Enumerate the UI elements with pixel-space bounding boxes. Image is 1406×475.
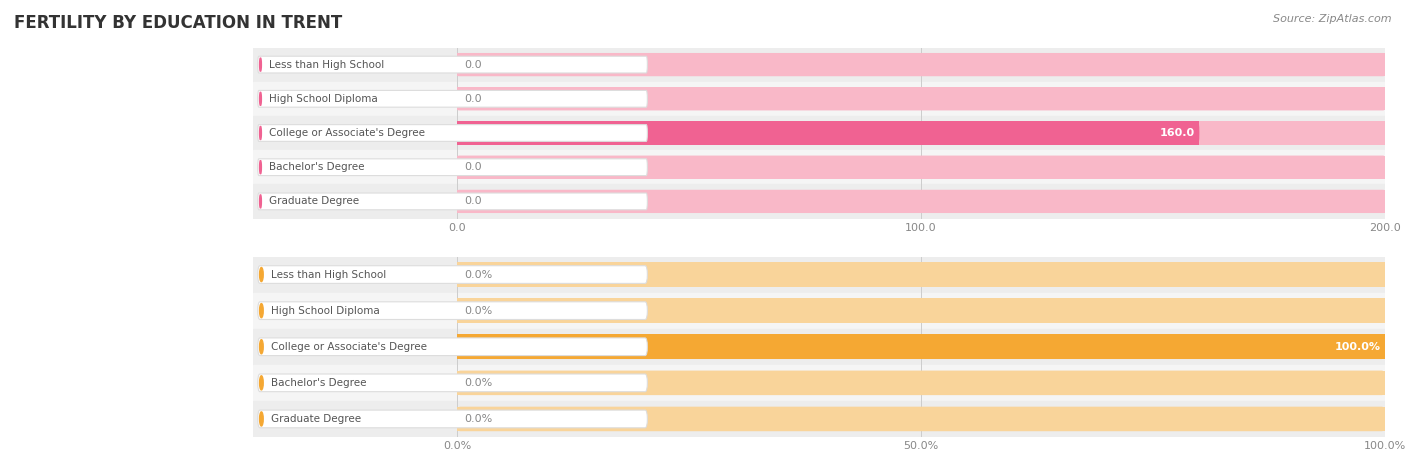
FancyBboxPatch shape	[457, 407, 1385, 431]
Bar	[253, 365, 1385, 401]
Text: 0.0%: 0.0%	[464, 269, 494, 280]
FancyBboxPatch shape	[457, 53, 1385, 76]
Bar	[457, 122, 1385, 144]
Text: Bachelor's Degree: Bachelor's Degree	[270, 378, 366, 388]
FancyBboxPatch shape	[457, 156, 1385, 179]
FancyBboxPatch shape	[457, 190, 1385, 213]
Bar	[457, 334, 1385, 359]
FancyBboxPatch shape	[257, 266, 647, 284]
Text: High School Diploma: High School Diploma	[269, 94, 378, 104]
FancyBboxPatch shape	[457, 370, 1385, 395]
Text: High School Diploma: High School Diploma	[270, 305, 380, 316]
Bar	[253, 48, 1385, 82]
FancyBboxPatch shape	[257, 374, 647, 392]
Circle shape	[260, 161, 262, 174]
Bar	[457, 298, 1385, 323]
Bar	[253, 82, 1385, 116]
Bar	[457, 370, 1385, 395]
Text: Source: ZipAtlas.com: Source: ZipAtlas.com	[1274, 14, 1392, 24]
Text: Graduate Degree: Graduate Degree	[270, 414, 361, 424]
Circle shape	[260, 92, 262, 105]
Bar	[253, 116, 1385, 150]
Circle shape	[260, 340, 263, 354]
Circle shape	[260, 58, 262, 71]
Text: 0.0%: 0.0%	[464, 378, 494, 388]
Bar	[457, 156, 1385, 179]
FancyBboxPatch shape	[257, 124, 647, 142]
Text: Bachelor's Degree: Bachelor's Degree	[269, 162, 364, 172]
Text: 0.0: 0.0	[464, 162, 482, 172]
Circle shape	[260, 267, 263, 282]
Bar	[253, 150, 1385, 184]
Text: 160.0: 160.0	[1160, 128, 1195, 138]
Circle shape	[260, 304, 263, 318]
Bar	[457, 262, 1385, 287]
FancyBboxPatch shape	[457, 122, 1385, 144]
Bar	[253, 184, 1385, 218]
FancyBboxPatch shape	[257, 90, 647, 107]
Bar	[253, 293, 1385, 329]
Text: 0.0: 0.0	[464, 59, 482, 70]
FancyBboxPatch shape	[257, 159, 647, 176]
Bar	[457, 190, 1385, 213]
Text: Less than High School: Less than High School	[269, 59, 384, 70]
Bar	[457, 87, 1385, 110]
FancyBboxPatch shape	[257, 338, 647, 356]
FancyBboxPatch shape	[257, 410, 647, 428]
FancyBboxPatch shape	[457, 334, 1385, 359]
FancyBboxPatch shape	[257, 193, 647, 210]
FancyBboxPatch shape	[457, 87, 1385, 110]
Text: 0.0%: 0.0%	[464, 414, 494, 424]
Bar	[253, 401, 1385, 437]
FancyBboxPatch shape	[257, 302, 647, 320]
FancyBboxPatch shape	[457, 298, 1385, 323]
Bar	[253, 329, 1385, 365]
Bar	[457, 407, 1385, 431]
Circle shape	[260, 412, 263, 426]
Text: 0.0%: 0.0%	[464, 305, 494, 316]
FancyBboxPatch shape	[257, 56, 647, 73]
FancyBboxPatch shape	[457, 334, 1385, 359]
Bar	[457, 334, 1385, 359]
Bar	[457, 122, 1199, 144]
Bar	[457, 53, 1385, 76]
Text: Graduate Degree: Graduate Degree	[269, 196, 359, 207]
Circle shape	[260, 195, 262, 208]
FancyBboxPatch shape	[457, 122, 1199, 144]
Circle shape	[260, 376, 263, 390]
Text: Less than High School: Less than High School	[270, 269, 385, 280]
Text: College or Associate's Degree: College or Associate's Degree	[269, 128, 425, 138]
Bar	[253, 256, 1385, 293]
Text: College or Associate's Degree: College or Associate's Degree	[270, 342, 426, 352]
Circle shape	[260, 126, 262, 140]
Text: FERTILITY BY EDUCATION IN TRENT: FERTILITY BY EDUCATION IN TRENT	[14, 14, 342, 32]
FancyBboxPatch shape	[457, 262, 1385, 287]
Text: 0.0: 0.0	[464, 94, 482, 104]
Text: 0.0: 0.0	[464, 196, 482, 207]
Text: 100.0%: 100.0%	[1334, 342, 1381, 352]
